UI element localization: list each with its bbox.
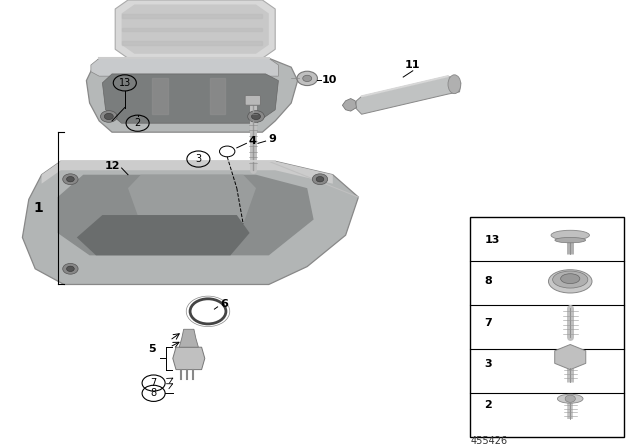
Circle shape <box>303 75 312 82</box>
FancyBboxPatch shape <box>245 95 260 105</box>
FancyBboxPatch shape <box>470 217 624 437</box>
Circle shape <box>297 71 317 86</box>
Text: 12: 12 <box>104 161 120 171</box>
Polygon shape <box>86 58 298 132</box>
Polygon shape <box>115 0 275 58</box>
Text: 2: 2 <box>134 118 141 128</box>
Circle shape <box>312 174 328 185</box>
Ellipse shape <box>553 271 588 288</box>
Text: 8: 8 <box>484 276 492 286</box>
Polygon shape <box>342 99 356 111</box>
Circle shape <box>67 177 74 182</box>
Polygon shape <box>91 58 278 76</box>
Text: 7: 7 <box>150 378 157 388</box>
Circle shape <box>565 395 575 402</box>
Text: 4: 4 <box>249 136 257 146</box>
Circle shape <box>316 177 324 182</box>
Polygon shape <box>179 329 198 347</box>
Polygon shape <box>42 161 333 184</box>
Text: 13: 13 <box>484 235 500 245</box>
Ellipse shape <box>448 75 461 94</box>
Text: 13: 13 <box>118 78 131 88</box>
Text: 11: 11 <box>405 60 420 70</box>
Circle shape <box>63 174 78 185</box>
Ellipse shape <box>548 270 592 293</box>
Polygon shape <box>355 76 461 114</box>
Polygon shape <box>128 175 256 224</box>
Text: 2: 2 <box>484 400 492 410</box>
Text: 8: 8 <box>150 388 157 398</box>
Text: 10: 10 <box>322 75 337 85</box>
Text: 3: 3 <box>195 154 202 164</box>
Polygon shape <box>173 347 205 370</box>
Text: 455426: 455426 <box>470 436 508 446</box>
Polygon shape <box>122 4 269 54</box>
Text: 9: 9 <box>268 134 276 144</box>
Circle shape <box>104 113 113 120</box>
Polygon shape <box>102 74 278 123</box>
Polygon shape <box>58 175 314 255</box>
Circle shape <box>248 111 264 122</box>
Text: 7: 7 <box>484 318 492 327</box>
Ellipse shape <box>551 230 589 240</box>
Circle shape <box>63 263 78 274</box>
Polygon shape <box>77 215 250 255</box>
Text: 1: 1 <box>33 201 44 215</box>
Ellipse shape <box>557 394 583 403</box>
Ellipse shape <box>561 274 580 284</box>
Text: 6: 6 <box>220 299 228 309</box>
Polygon shape <box>22 161 358 284</box>
Text: 3: 3 <box>484 359 492 369</box>
Ellipse shape <box>555 237 586 243</box>
Text: 5: 5 <box>148 345 156 354</box>
Circle shape <box>67 266 74 271</box>
Circle shape <box>100 111 117 122</box>
Circle shape <box>252 113 260 120</box>
